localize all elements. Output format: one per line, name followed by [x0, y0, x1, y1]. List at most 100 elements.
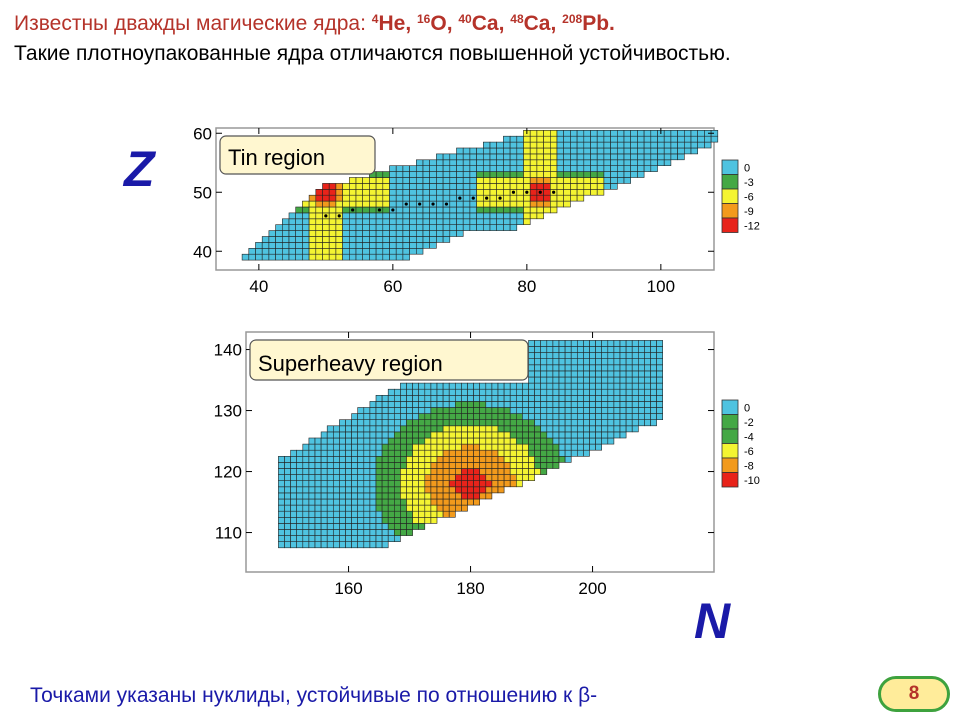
heatmap-cell	[449, 212, 457, 220]
stable-dot	[511, 190, 516, 194]
heatmap-cell	[296, 462, 304, 469]
heatmap-cell	[308, 194, 317, 202]
heatmap-cell	[278, 480, 285, 488]
heatmap-cell	[326, 523, 334, 530]
heatmap-cell	[563, 194, 571, 202]
heatmap-cell	[650, 388, 657, 396]
heatmap-cell	[589, 388, 596, 396]
heatmap-cell	[348, 194, 357, 202]
heatmap-cell	[314, 516, 322, 524]
heatmap-cell	[595, 419, 602, 427]
heatmap-cell	[467, 455, 474, 463]
heatmap-cell	[546, 401, 554, 408]
heatmap-cell	[576, 431, 584, 439]
heatmap-cell	[552, 346, 560, 353]
heatmap-cell	[400, 486, 407, 494]
heatmap-cell	[570, 159, 578, 167]
heatmap-cell	[570, 388, 578, 396]
heatmap-cell	[449, 200, 457, 208]
y-tick-label: 130	[214, 402, 242, 421]
y-tick-label: 110	[215, 524, 242, 543]
heatmap-cell	[454, 407, 462, 414]
heatmap-cell	[619, 425, 627, 433]
heatmap-cell	[462, 206, 471, 214]
heatmap-cell	[328, 194, 337, 202]
stable-dot	[525, 190, 529, 194]
heatmap-cell	[322, 218, 330, 226]
heatmap-cell	[601, 425, 609, 433]
heatmap-cell	[369, 206, 377, 214]
heatmap-cell	[296, 510, 304, 518]
heatmap-cell	[442, 443, 450, 451]
heatmap-cell	[308, 523, 316, 530]
heatmap-cell	[583, 376, 590, 384]
heatmap-cell	[382, 171, 390, 178]
heatmap-cell	[348, 212, 357, 220]
heatmap-cell	[528, 376, 535, 384]
heatmap-cell	[406, 425, 413, 433]
heatmap-cell	[382, 242, 390, 249]
heatmap-cell	[523, 218, 531, 226]
heatmap-cell	[558, 413, 566, 421]
heatmap-cell	[381, 516, 389, 524]
heatmap-cell	[558, 352, 566, 360]
heatmap-cell	[400, 382, 407, 390]
heatmap-cell	[479, 462, 487, 469]
heatmap-cell	[607, 394, 615, 402]
heatmap-cell	[613, 431, 621, 439]
heatmap-cell	[625, 346, 633, 353]
colorbar-label: 0	[744, 402, 750, 414]
heatmap-cell	[596, 141, 605, 149]
heatmap-cell	[677, 135, 685, 143]
heatmap-cell	[375, 189, 384, 196]
heatmap-cell	[491, 468, 499, 475]
heatmap-cell	[302, 462, 310, 469]
heatmap-cell	[462, 177, 471, 184]
heatmap-cell	[357, 529, 365, 536]
heatmap-cell	[326, 510, 334, 518]
heatmap-cell	[442, 437, 450, 445]
heatmap-cell	[469, 183, 477, 190]
heatmap-cell	[540, 468, 548, 475]
heatmap-cell	[631, 346, 639, 353]
heatmap-cell	[418, 516, 426, 524]
heatmap-cell	[556, 153, 564, 161]
heatmap-cell	[528, 419, 535, 427]
heatmap-cell	[369, 407, 377, 414]
heatmap-cell	[529, 141, 538, 149]
heatmap-cell	[467, 480, 474, 488]
heatmap-cell	[549, 177, 558, 184]
heatmap-cell	[430, 492, 438, 500]
heatmap-cell	[491, 431, 499, 439]
heatmap-cell	[448, 419, 456, 427]
heatmap-cell	[335, 194, 343, 202]
heatmap-cell	[556, 165, 564, 172]
heatmap-cell	[576, 177, 585, 184]
heatmap-cell	[456, 171, 464, 178]
heatmap-cell	[328, 206, 337, 214]
heatmap-cell	[322, 230, 330, 237]
heatmap-cell	[436, 218, 444, 226]
heatmap-cell	[509, 480, 517, 488]
heatmap-cell	[631, 370, 639, 378]
heatmap-cell	[631, 413, 639, 421]
heatmap-cell	[288, 242, 296, 249]
heatmap-cell	[355, 253, 363, 261]
heatmap-cell	[625, 340, 633, 347]
heatmap-cell	[644, 407, 651, 414]
heatmap-cell	[576, 401, 584, 408]
heatmap-cell	[482, 153, 491, 161]
heatmap-cell	[601, 407, 609, 414]
heatmap-cell	[268, 230, 276, 237]
heatmap-cell	[448, 413, 456, 421]
heatmap-cell	[516, 212, 524, 220]
heatmap-cell	[549, 159, 558, 167]
heatmap-cell	[345, 492, 352, 500]
heatmap-cell	[516, 177, 524, 184]
heatmap-cell	[402, 218, 410, 226]
heatmap-cell	[389, 248, 397, 255]
heatmap-cell	[328, 242, 337, 249]
heatmap-cell	[332, 455, 340, 463]
heatmap-cell	[613, 388, 621, 396]
heatmap-cell	[540, 364, 548, 372]
